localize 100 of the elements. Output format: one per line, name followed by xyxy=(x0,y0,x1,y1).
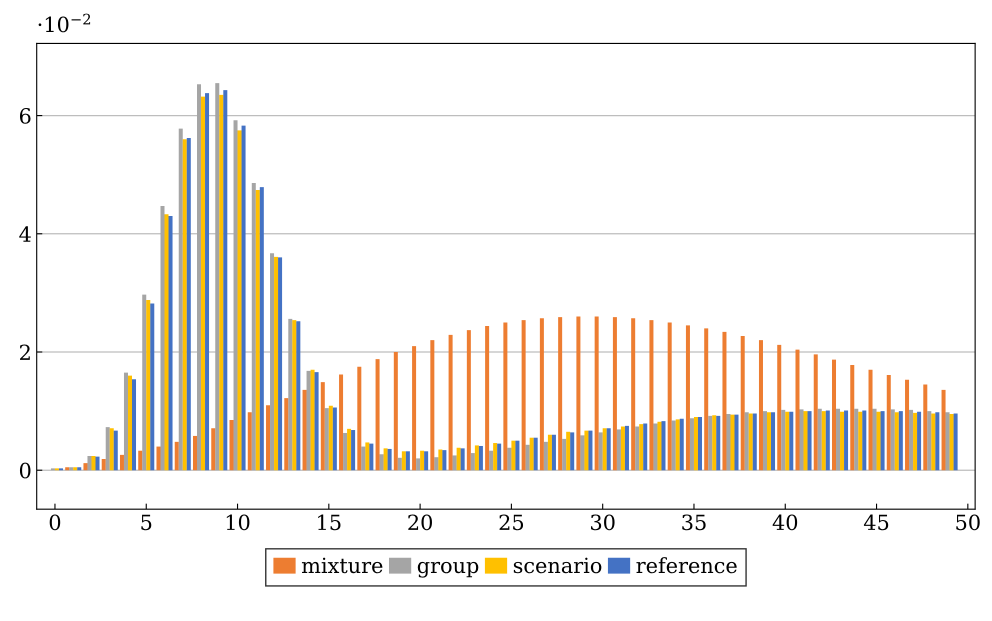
bar xyxy=(456,448,461,470)
bar xyxy=(840,412,844,470)
bar xyxy=(412,346,416,470)
x-tick-label: 45 xyxy=(864,514,888,530)
bar xyxy=(365,442,370,470)
bar xyxy=(452,455,457,470)
bar xyxy=(234,120,238,470)
bar xyxy=(584,430,588,470)
bar xyxy=(548,434,552,470)
bar xyxy=(822,411,826,470)
bar xyxy=(91,456,96,470)
bar xyxy=(438,450,442,470)
x-tick-label: 0 xyxy=(50,514,60,530)
bar xyxy=(876,412,881,470)
bar xyxy=(777,344,782,470)
bar xyxy=(160,206,165,470)
bar xyxy=(470,453,475,470)
bar xyxy=(124,372,128,470)
bar xyxy=(917,412,922,470)
bar xyxy=(800,409,804,470)
bar xyxy=(284,398,288,470)
bar xyxy=(923,384,928,470)
bar xyxy=(460,448,465,470)
bar xyxy=(942,390,946,470)
bar xyxy=(339,374,344,470)
bar xyxy=(653,424,658,470)
bar xyxy=(898,411,903,470)
y-tick-label: 6 xyxy=(20,108,31,124)
bar xyxy=(562,438,566,470)
bar xyxy=(138,450,142,470)
bar xyxy=(511,440,516,470)
bar xyxy=(128,376,132,470)
bar xyxy=(606,428,611,470)
x-tick-label: 20 xyxy=(408,514,432,530)
bar xyxy=(248,412,252,470)
legend-label: mixture xyxy=(302,558,382,574)
bar xyxy=(954,413,958,470)
bar xyxy=(186,138,191,470)
bar xyxy=(83,463,88,470)
bar xyxy=(826,410,830,470)
bar xyxy=(795,350,800,470)
bar xyxy=(324,408,329,470)
bar xyxy=(789,412,794,470)
bar xyxy=(631,318,636,470)
bar xyxy=(818,408,822,470)
bar xyxy=(493,443,498,470)
bar xyxy=(219,94,224,470)
bar xyxy=(722,332,726,470)
bar xyxy=(635,426,640,470)
bar xyxy=(734,414,739,470)
bar xyxy=(544,442,548,470)
bar xyxy=(872,408,877,470)
bar xyxy=(540,318,544,470)
bar xyxy=(580,435,584,470)
bar xyxy=(862,410,866,470)
bar xyxy=(474,445,479,470)
bar xyxy=(168,216,173,470)
bar xyxy=(497,444,502,470)
bar xyxy=(515,440,520,470)
bar xyxy=(394,352,398,470)
bar xyxy=(552,434,556,470)
bar xyxy=(164,214,169,470)
bar xyxy=(328,406,333,470)
x-tick-label: 15 xyxy=(318,514,340,530)
bar xyxy=(416,458,420,470)
bar xyxy=(785,412,790,470)
bar xyxy=(909,410,914,470)
bar xyxy=(296,321,300,470)
legend-label: scenario xyxy=(514,558,602,574)
bar xyxy=(388,448,392,470)
bar xyxy=(142,294,146,470)
bar xyxy=(230,420,234,470)
bar xyxy=(905,380,910,470)
bar xyxy=(566,432,570,470)
text: ·10$^{−2}$ xyxy=(38,14,90,32)
legend-label: group xyxy=(418,562,478,578)
y-tick-label: 0 xyxy=(20,462,30,478)
bar xyxy=(594,316,599,470)
bar xyxy=(106,427,110,470)
bar xyxy=(758,340,763,470)
bar xyxy=(87,456,92,470)
bar xyxy=(931,413,936,470)
bar xyxy=(598,432,603,470)
bar xyxy=(361,446,366,470)
bar xyxy=(694,417,698,470)
bar xyxy=(868,370,873,470)
x-tick-label: 25 xyxy=(500,514,524,530)
bar xyxy=(950,414,954,470)
bar xyxy=(507,448,512,470)
bar xyxy=(522,320,526,470)
x-tick-label: 50 xyxy=(956,514,980,530)
bar xyxy=(442,450,446,470)
bar xyxy=(854,408,858,470)
bar xyxy=(150,304,154,470)
bar xyxy=(526,444,530,470)
bar xyxy=(320,382,325,470)
bar xyxy=(886,375,891,470)
x-tick-label: 30 xyxy=(591,514,615,530)
bar xyxy=(343,432,348,470)
x-tick-label: 10 xyxy=(226,514,250,530)
